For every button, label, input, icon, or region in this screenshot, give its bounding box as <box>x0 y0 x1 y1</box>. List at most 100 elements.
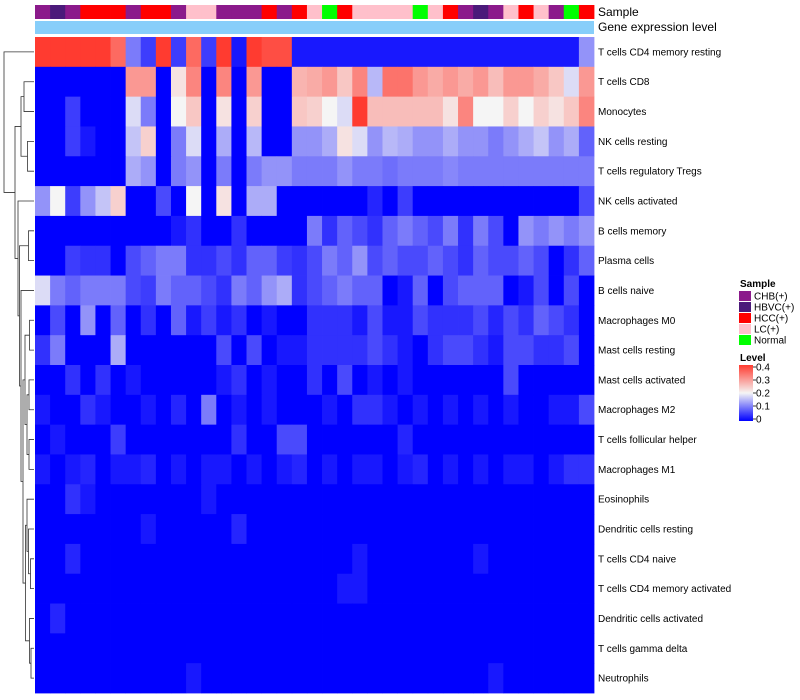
heatmap-cell <box>261 335 278 366</box>
heatmap-cell <box>442 66 459 98</box>
heatmap-cell <box>276 424 293 455</box>
heatmap-cell <box>458 126 474 157</box>
heatmap-cell <box>322 424 338 455</box>
heatmap-cell <box>412 633 429 664</box>
heatmap-cell <box>201 394 217 426</box>
heatmap-cell <box>80 186 96 217</box>
sample-annotation-cell <box>170 5 187 19</box>
heatmap-cell <box>140 96 157 127</box>
heatmap-cell <box>412 394 429 426</box>
heatmap-cell <box>246 454 263 485</box>
heatmap-cell <box>578 215 595 247</box>
sample-annotation-cell <box>427 5 444 19</box>
heatmap-cell <box>397 663 414 694</box>
heatmap-cell <box>231 215 247 247</box>
legend-entry-label: LC(+) <box>754 325 779 336</box>
heatmap-cell <box>352 543 368 575</box>
heatmap-cell <box>231 335 247 366</box>
heatmap-cell <box>261 543 278 575</box>
heatmap-cell <box>397 514 414 545</box>
sample-annotation-cell <box>533 5 550 19</box>
heatmap-cell <box>337 215 353 247</box>
heatmap-cell <box>155 573 172 604</box>
heatmap-cell <box>50 245 66 276</box>
heatmap-cell <box>95 66 111 98</box>
heatmap-cell <box>261 66 278 98</box>
heatmap-cell <box>458 394 474 426</box>
heatmap-cell <box>201 573 217 604</box>
heatmap-cell <box>140 335 157 366</box>
heatmap-cell <box>231 543 247 575</box>
heatmap-cell <box>276 275 293 306</box>
heatmap-cell <box>578 96 595 127</box>
heatmap-cell <box>35 126 51 157</box>
heatmap-cell <box>110 215 127 247</box>
heatmap-cell <box>518 484 534 515</box>
heatmap-cell <box>578 603 595 634</box>
heatmap-cell <box>216 543 232 575</box>
sample-annotation-cell <box>518 5 534 19</box>
heatmap-cell <box>216 424 232 455</box>
heatmap-cell <box>488 365 504 396</box>
heatmap-cell <box>578 245 595 276</box>
heatmap-cell <box>488 633 504 664</box>
heatmap-cell <box>578 394 595 426</box>
heatmap-cell <box>322 633 338 664</box>
heatmap-cell <box>231 96 247 127</box>
heatmap-cell <box>382 424 398 455</box>
heatmap-cell <box>291 126 308 157</box>
heatmap-cell <box>125 573 142 604</box>
heatmap-cell <box>442 275 459 306</box>
heatmap-cell <box>170 335 187 366</box>
heatmap-cell <box>548 186 565 217</box>
heatmap-cell <box>125 603 142 634</box>
legend-swatch <box>739 324 751 334</box>
heatmap-cell <box>50 365 66 396</box>
heatmap-cell <box>110 96 127 127</box>
heatmap-cell <box>533 365 550 396</box>
heatmap-cell <box>548 96 565 127</box>
sample-annotation-cell <box>563 5 580 19</box>
heatmap-cell <box>170 305 187 336</box>
heatmap-cell <box>488 305 504 336</box>
heatmap-cell <box>125 66 142 98</box>
sample-annotation-label: Sample <box>598 5 639 19</box>
heatmap-cell <box>231 186 247 217</box>
heatmap-cell <box>382 484 398 515</box>
heatmap-cell <box>231 663 247 694</box>
sample-annotation-cell <box>367 5 383 19</box>
heatmap-cell <box>367 305 383 336</box>
heatmap-cell <box>246 573 263 604</box>
heatmap-cell <box>367 156 383 187</box>
heatmap-cell <box>125 335 142 366</box>
heatmap-cell <box>352 66 368 98</box>
heatmap-cell <box>246 126 263 157</box>
heatmap-cell <box>533 573 550 604</box>
heatmap-cell <box>155 543 172 575</box>
heatmap-cell <box>367 275 383 306</box>
heatmap-cell <box>578 365 595 396</box>
heatmap-cell <box>352 335 368 366</box>
heatmap-cell <box>352 633 368 664</box>
heatmap-cell <box>80 66 96 98</box>
heatmap-cell <box>246 603 263 634</box>
heatmap-cell <box>473 394 489 426</box>
heatmap-cell <box>518 186 534 217</box>
dendrogram-branch <box>28 528 34 575</box>
heatmap-cell <box>563 37 580 68</box>
heatmap-cell <box>367 543 383 575</box>
heatmap-cell <box>65 186 81 217</box>
heatmap-cell <box>246 305 263 336</box>
sample-annotation-cell <box>216 5 232 19</box>
heatmap-cell <box>140 633 157 664</box>
heatmap-cell <box>382 275 398 306</box>
heatmap-cell <box>155 454 172 485</box>
heatmap-cell <box>170 186 187 217</box>
sample-annotation-cell <box>322 5 338 19</box>
heatmap-cell <box>382 186 398 217</box>
heatmap-cell <box>140 37 157 68</box>
heatmap-cell <box>473 275 489 306</box>
heatmap-cell <box>382 514 398 545</box>
heatmap-cell <box>337 603 353 634</box>
sample-annotation-cell <box>35 5 51 19</box>
